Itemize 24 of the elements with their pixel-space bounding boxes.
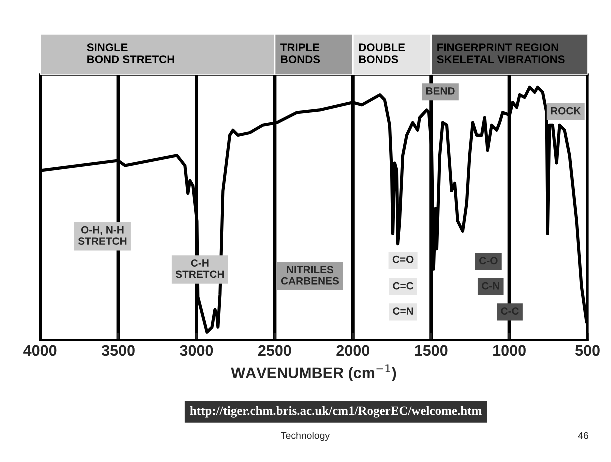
annotation: NITRILES CARBENES [281,266,340,285]
x-tick-label: 3000 [180,345,214,356]
x-tick-label: 500 [576,345,600,356]
text: http://tiger.chm.bris.ac.uk/cm1/RogerEC/welcome.htm [190,406,482,418]
annotation: C=N [393,308,414,315]
x-tick-label: 3500 [102,345,135,356]
text: Technology [281,432,330,442]
text: SINGLE BOND STRETCH [87,44,174,64]
annotation: O-H, N-H STRETCH [78,226,127,246]
text: DOUBLE BONDS [359,44,406,64]
annotation: C=O [392,256,414,264]
x-axis-title: WAVENUMBER (cm$^{−1}$) [231,364,396,382]
annotation: BEND [426,88,455,95]
annotation: C-H STRETCH [176,260,224,278]
x-tick-label: 1000 [494,345,526,356]
x-tick-label: 2500 [258,345,292,356]
x-tick-label: 2000 [336,345,370,356]
x-tick-label: 1500 [415,345,448,356]
annotation: C=C [393,282,414,290]
text: 46 [578,432,588,440]
text: FINGERPRINT REGION SKELETAL VIBRATIONS [437,44,565,64]
x-tick-label: 4000 [24,345,57,356]
annotation: ROCK [551,107,582,115]
text: TRIPLE BONDS [280,44,320,64]
